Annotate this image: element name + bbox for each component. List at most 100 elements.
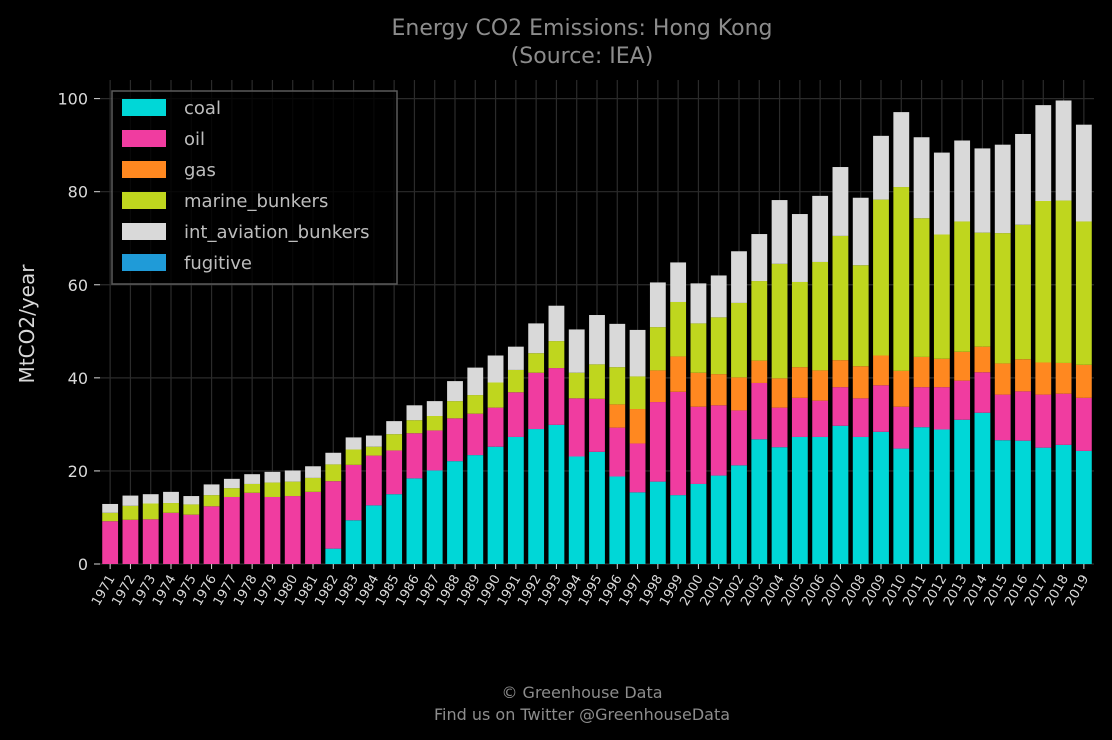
bar-segment-coal xyxy=(913,427,930,564)
y-tick-label: 20 xyxy=(68,462,88,481)
bar-segment-oil xyxy=(913,387,930,428)
y-axis: 0 20 40 60 80 100 xyxy=(57,90,100,574)
bar-segment-marine_bunkers xyxy=(791,281,808,368)
chart-subtitle: (Source: IEA) xyxy=(511,44,654,69)
bar-segment-coal xyxy=(933,429,950,564)
bar-segment-int_aviation_bunkers xyxy=(690,283,707,324)
bar-segment-gas xyxy=(873,355,889,386)
bar-segment-int_aviation_bunkers xyxy=(852,197,869,266)
bar-segment-oil xyxy=(122,519,139,564)
bar-segment-int_aviation_bunkers xyxy=(223,478,240,489)
bar-segment-coal xyxy=(507,436,524,564)
bar-segment-oil xyxy=(791,397,808,437)
bar-segment-marine_bunkers xyxy=(447,401,463,419)
bar-segment-coal xyxy=(812,436,829,564)
bar-segment-int_aviation_bunkers xyxy=(933,152,950,235)
bar-segment-gas xyxy=(791,367,808,398)
bar-segment-oil xyxy=(812,400,829,437)
bar-segment-int_aviation_bunkers xyxy=(812,195,829,262)
bar-segment-int_aviation_bunkers xyxy=(487,355,504,383)
legend-swatch-gas xyxy=(122,161,166,178)
bar-segment-int_aviation_bunkers xyxy=(528,323,545,354)
bar-segment-int_aviation_bunkers xyxy=(994,144,1011,234)
bar-segment-marine_bunkers xyxy=(528,353,545,373)
bar-segment-int_aviation_bunkers xyxy=(365,435,382,447)
bar-segment-gas xyxy=(629,409,646,444)
bar-segment-int_aviation_bunkers xyxy=(406,405,423,421)
bar-segment-marine_bunkers xyxy=(426,416,443,431)
bar-segment-oil xyxy=(974,372,991,413)
bar-segment-int_aviation_bunkers xyxy=(122,495,139,506)
bar-segment-int_aviation_bunkers xyxy=(163,491,179,504)
bar-segment-oil xyxy=(1055,393,1072,445)
legend-swatch-fugitive xyxy=(122,254,166,271)
bar-segment-coal xyxy=(791,436,808,564)
bar-segment-int_aviation_bunkers xyxy=(507,346,524,370)
bar-segment-oil xyxy=(832,387,849,426)
bar-segment-oil xyxy=(325,481,342,549)
bar-segment-int_aviation_bunkers xyxy=(771,200,788,264)
bar-segment-marine_bunkers xyxy=(994,233,1011,364)
bar-segment-marine_bunkers xyxy=(670,301,687,357)
bar-segment-coal xyxy=(325,548,342,564)
bar-segment-oil xyxy=(629,443,646,493)
legend-swatch-int_aviation_bunkers xyxy=(122,223,166,240)
bar-segment-coal xyxy=(609,476,626,564)
bar-segment-marine_bunkers xyxy=(1075,221,1092,365)
bar-segment-int_aviation_bunkers xyxy=(609,323,626,368)
bar-segment-marine_bunkers xyxy=(852,265,869,367)
bar-segment-coal xyxy=(771,447,788,564)
bar-segment-int_aviation_bunkers xyxy=(325,452,342,465)
bar-segment-oil xyxy=(426,430,443,471)
y-tick-label: 0 xyxy=(78,555,88,574)
bar-segment-oil xyxy=(142,519,159,564)
bar-segment-int_aviation_bunkers xyxy=(649,282,666,328)
bar-segment-marine_bunkers xyxy=(974,232,991,347)
bar-segment-coal xyxy=(751,439,768,564)
bar-segment-marine_bunkers xyxy=(568,372,585,399)
bar-segment-gas xyxy=(812,370,829,401)
bar-segment-coal xyxy=(873,431,889,564)
bar-segment-marine_bunkers xyxy=(589,364,605,399)
bar-segment-gas xyxy=(954,351,971,381)
bar-segment-int_aviation_bunkers xyxy=(102,503,119,513)
bar-segment-gas xyxy=(974,346,991,373)
bar-segment-oil xyxy=(649,402,666,482)
bar-segment-marine_bunkers xyxy=(102,512,119,522)
legend-label-int_aviation_bunkers: int_aviation_bunkers xyxy=(184,222,370,243)
bar-segment-coal xyxy=(1055,444,1072,564)
bar-segment-coal xyxy=(487,446,504,564)
bar-segment-gas xyxy=(670,356,687,392)
bar-segment-int_aviation_bunkers xyxy=(183,496,200,505)
bar-segment-int_aviation_bunkers xyxy=(1015,133,1031,225)
bar-segment-int_aviation_bunkers xyxy=(447,381,463,402)
legend-swatch-marine_bunkers xyxy=(122,192,166,209)
bar-segment-oil xyxy=(670,391,687,496)
bar-segment-marine_bunkers xyxy=(284,481,301,497)
bar-segment-marine_bunkers xyxy=(487,382,504,408)
bar-segment-marine_bunkers xyxy=(873,199,889,356)
bar-segment-oil xyxy=(386,450,403,495)
bar-segment-gas xyxy=(771,378,788,408)
bar-segment-marine_bunkers xyxy=(183,504,200,515)
bar-segment-oil xyxy=(305,491,321,564)
bar-segment-int_aviation_bunkers xyxy=(629,329,646,377)
bar-segment-int_aviation_bunkers xyxy=(467,367,484,396)
bar-segment-marine_bunkers xyxy=(609,367,626,405)
bar-segment-coal xyxy=(852,436,869,564)
bar-segment-coal xyxy=(710,475,727,564)
bar-segment-marine_bunkers xyxy=(751,281,768,361)
bar-segment-int_aviation_bunkers xyxy=(264,471,281,483)
credit-line-1: © Greenhouse Data xyxy=(501,683,662,702)
bar-segment-int_aviation_bunkers xyxy=(731,251,747,303)
bar-segment-int_aviation_bunkers xyxy=(670,262,687,302)
bar-segment-marine_bunkers xyxy=(264,482,281,497)
bar-segment-int_aviation_bunkers xyxy=(913,137,930,219)
bar-segment-int_aviation_bunkers xyxy=(426,401,443,417)
legend-label-coal: coal xyxy=(184,98,221,119)
bar-segment-marine_bunkers xyxy=(832,235,849,361)
bar-segment-gas xyxy=(933,358,950,388)
bar-segment-oil xyxy=(1035,394,1052,448)
bar-segment-gas xyxy=(913,356,930,388)
bar-segment-oil xyxy=(751,382,768,440)
